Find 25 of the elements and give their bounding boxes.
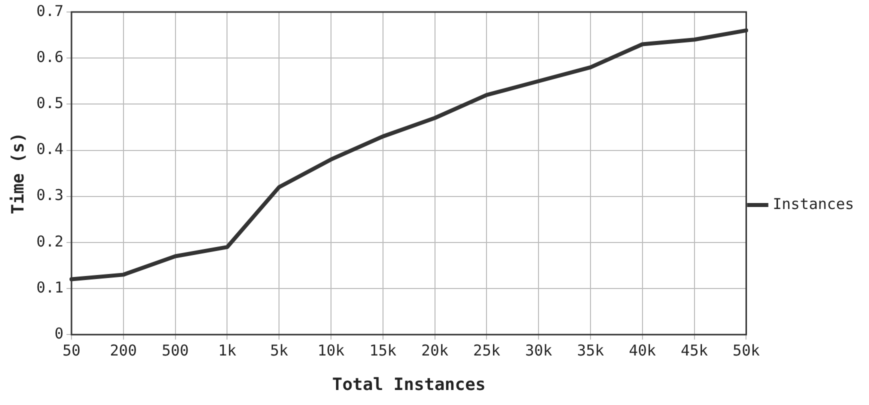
x-tick-label: 50 xyxy=(62,341,81,360)
y-tick-label: 0.6 xyxy=(36,48,64,66)
y-tick-label: 0.2 xyxy=(36,232,64,250)
y-tick-label: 0.3 xyxy=(36,186,64,204)
x-tick-label: 1k xyxy=(218,341,236,360)
legend-label: Instances xyxy=(772,194,854,213)
y-tick-label: 0.7 xyxy=(36,2,64,20)
x-tick-label: 15k xyxy=(369,341,396,360)
x-tick-label: 10k xyxy=(317,341,345,360)
x-tick-label: 200 xyxy=(110,341,137,360)
x-tick-label: 30k xyxy=(525,341,552,360)
y-tick-label: 0 xyxy=(54,324,64,342)
x-tick-label: 20k xyxy=(421,341,448,360)
x-axis-title: Total Instances xyxy=(332,375,486,396)
x-tick-label: 35k xyxy=(576,341,604,360)
x-tick-label: 45k xyxy=(680,341,708,360)
x-tick-label: 25k xyxy=(473,341,500,360)
x-tick-label: 40k xyxy=(628,341,656,360)
x-tick-label: 500 xyxy=(162,341,189,360)
y-tick-label: 0.1 xyxy=(36,278,64,296)
y-tick-label: 0.4 xyxy=(36,140,64,158)
x-tick-label: 5k xyxy=(270,341,288,360)
x-tick-label: 50k xyxy=(732,341,760,360)
y-tick-label: 0.5 xyxy=(36,94,64,112)
y-axis-title: Time (s) xyxy=(8,132,29,214)
